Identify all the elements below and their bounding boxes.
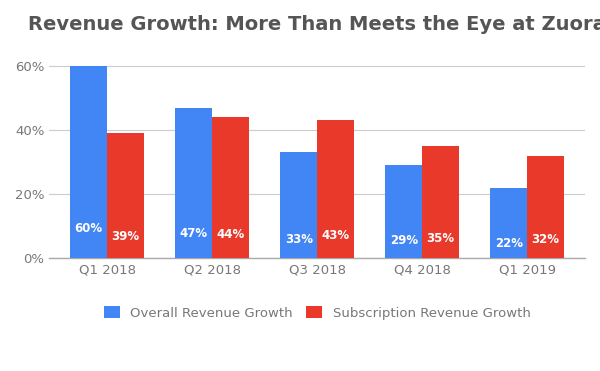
Text: 39%: 39%	[112, 230, 140, 243]
Bar	[490, 188, 527, 258]
Bar	[317, 121, 354, 258]
Text: 44%: 44%	[217, 229, 245, 242]
Text: 60%: 60%	[74, 222, 103, 235]
Text: 33%: 33%	[285, 233, 313, 246]
Bar	[107, 133, 144, 258]
Text: 32%: 32%	[532, 233, 560, 246]
Text: 47%: 47%	[180, 227, 208, 240]
Text: 43%: 43%	[322, 229, 350, 242]
Bar	[280, 152, 317, 258]
Legend: Overall Revenue Growth, Subscription Revenue Growth: Overall Revenue Growth, Subscription Rev…	[98, 301, 536, 325]
Title: Revenue Growth: More Than Meets the Eye at Zuora: Revenue Growth: More Than Meets the Eye …	[28, 15, 600, 34]
Bar	[175, 108, 212, 258]
Text: 22%: 22%	[495, 237, 523, 250]
Bar	[70, 66, 107, 258]
Text: 35%: 35%	[427, 232, 455, 245]
Bar	[527, 156, 564, 258]
Bar	[385, 165, 422, 258]
Text: 29%: 29%	[390, 234, 418, 247]
Bar	[212, 117, 249, 258]
Bar	[422, 146, 459, 258]
